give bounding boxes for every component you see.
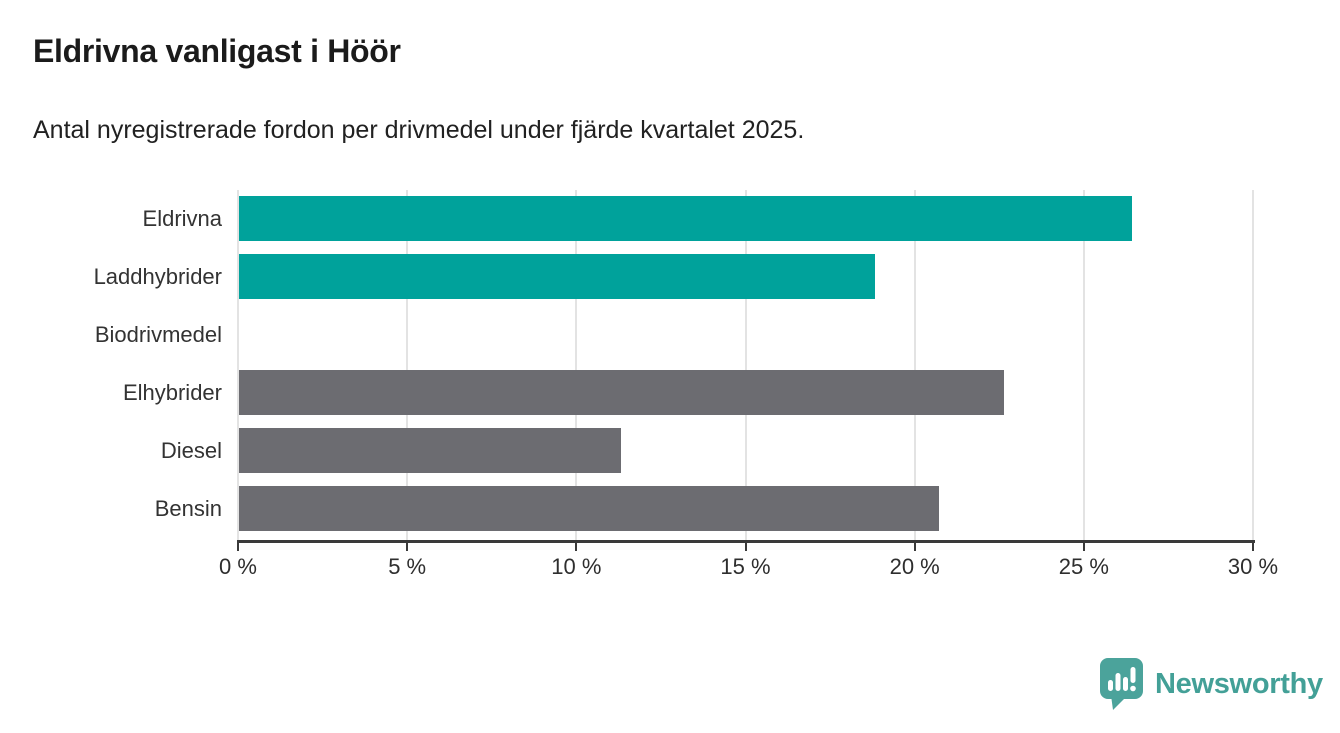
x-tick-5 <box>406 543 409 551</box>
x-tick-0 <box>237 543 239 551</box>
newsworthy-logo-icon <box>1100 658 1143 710</box>
chart-subtitle: Antal nyregistrerade fordon per drivmede… <box>33 116 805 144</box>
x-tick-label-10: 10 % <box>551 554 602 579</box>
bar-laddhybrider <box>239 254 876 299</box>
x-tick-30 <box>1252 543 1254 551</box>
brand-name: Newsworthy <box>1155 667 1323 700</box>
x-axis-line <box>237 540 1255 543</box>
gridline-20 <box>913 190 916 540</box>
category-label-elhybrider: Elhybrider <box>122 380 222 405</box>
gridline-0 <box>237 190 239 540</box>
x-tick-label-0: 0 % <box>219 554 257 579</box>
gridline-30 <box>1252 190 1254 540</box>
brand-footer: Newsworthy <box>1098 656 1323 712</box>
category-label-eldrivna: Eldrivna <box>142 206 222 231</box>
x-tick-10 <box>575 543 578 551</box>
x-tick-label-25: 25 % <box>1058 554 1109 579</box>
x-tick-label-15: 15 % <box>720 554 771 579</box>
gridline-5 <box>406 190 409 540</box>
x-tick-label-30: 30 % <box>1227 554 1279 579</box>
x-tick-label-5: 5 % <box>388 554 427 579</box>
bar-eldrivna <box>239 196 1133 241</box>
gridline-25 <box>1082 190 1085 540</box>
x-tick-label-20: 20 % <box>889 554 940 579</box>
bar-elhybrider <box>239 370 1004 415</box>
chart-title: Eldrivna vanligast i Höör <box>33 33 401 69</box>
category-label-biodrivmedel: Biodrivmedel <box>94 322 222 347</box>
category-label-diesel: Diesel <box>160 438 222 463</box>
x-tick-25 <box>1082 543 1085 551</box>
x-tick-20 <box>913 543 916 551</box>
category-label-laddhybrider: Laddhybrider <box>93 264 222 289</box>
gridline-15 <box>744 190 747 540</box>
bar-bensin <box>239 486 940 531</box>
bar-diesel <box>239 428 622 473</box>
gridline-10 <box>575 190 578 540</box>
x-tick-15 <box>744 543 747 551</box>
category-label-bensin: Bensin <box>154 496 222 521</box>
